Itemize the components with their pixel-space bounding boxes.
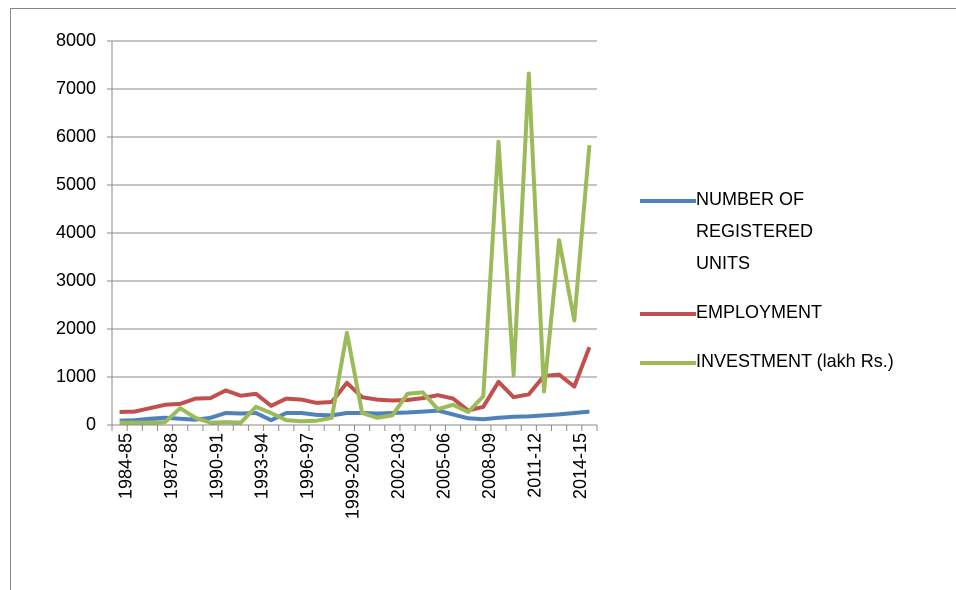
x-tick-label: 1996-97 — [297, 433, 317, 499]
x-tick-label: 2011-12 — [525, 433, 545, 498]
series-line — [119, 346, 592, 414]
x-tick-label: 2005-06 — [434, 433, 454, 499]
chart-border — [10, 8, 956, 590]
legend-swatch — [640, 312, 696, 316]
y-tick-label: 7000 — [56, 78, 96, 98]
y-tick-label: 4000 — [56, 222, 96, 242]
x-tick-label: 1984-85 — [115, 433, 135, 499]
legend-label: INVESTMENT (lakh Rs.) — [696, 351, 894, 371]
x-tick-label: 1990-91 — [206, 433, 226, 499]
y-tick-label: 6000 — [56, 126, 96, 146]
legend-label: EMPLOYMENT — [696, 302, 823, 322]
y-tick-label: 8000 — [56, 30, 96, 50]
legend-item: NUMBER OF REGISTERED UNITS — [640, 188, 956, 279]
x-tick-label: 2008-09 — [479, 433, 499, 499]
legend-swatch — [640, 361, 696, 365]
x-tick-label: 1993-94 — [252, 433, 272, 499]
y-tick-label: 3000 — [56, 270, 96, 290]
x-tick-label: 1987-88 — [161, 433, 181, 499]
legend-label: NUMBER OF REGISTERED UNITS — [696, 189, 814, 273]
x-tick-label: 2002-03 — [388, 433, 408, 499]
x-tick-label: 1999-2000 — [343, 433, 363, 519]
y-tick-label: 0 — [86, 414, 96, 434]
y-tick-label: 1000 — [56, 366, 96, 386]
legend-item: EMPLOYMENT — [640, 301, 956, 328]
y-tick-label: 2000 — [56, 318, 96, 338]
y-tick-label: 5000 — [56, 174, 96, 194]
legend-item: INVESTMENT (lakh Rs.) — [640, 350, 956, 377]
legend: NUMBER OF REGISTERED UNITS EMPLOYMENT INVE… — [640, 188, 956, 399]
series-line — [119, 71, 592, 425]
x-tick-label: 2014-15 — [570, 433, 590, 499]
legend-swatch — [640, 199, 696, 203]
